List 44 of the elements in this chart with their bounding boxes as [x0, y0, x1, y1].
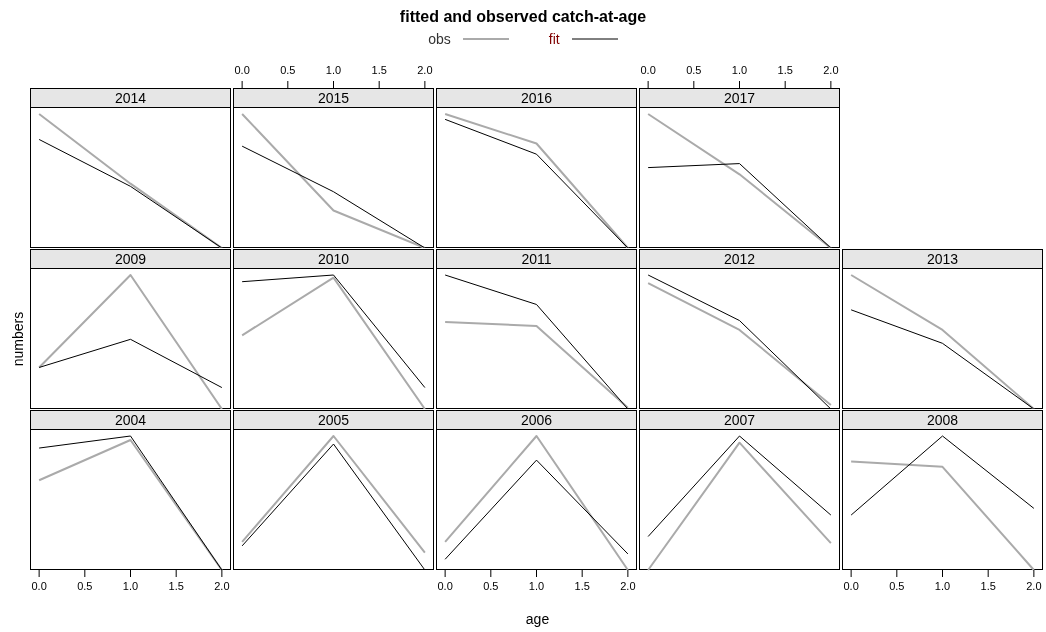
x-axis-title: age — [524, 611, 551, 627]
chart-title: 2016 — [436, 88, 637, 108]
x-tick-label: 1.0 — [934, 579, 951, 592]
x-tick-label: 1.5 — [980, 579, 996, 592]
chart-title: 2010 — [233, 249, 434, 269]
x-tick-label: 0.5 — [280, 63, 296, 76]
y-axis-title: numbers — [10, 311, 26, 367]
x-tick-label: 1.5 — [777, 63, 793, 76]
x-tick-label: 2.0 — [823, 63, 839, 76]
chart-title: 2007 — [639, 410, 840, 430]
text: fitted and observed catch-at-age — [398, 8, 648, 26]
chart-title: 2013 — [842, 249, 1043, 269]
x-tick-label: 1.0 — [325, 63, 342, 76]
chart-title: 2005 — [233, 410, 434, 430]
chart-title: 2017 — [639, 88, 840, 108]
x-tick-label: 0.0 — [234, 63, 250, 76]
x-tick-label: 1.0 — [122, 579, 139, 592]
legend-label: obs — [428, 31, 451, 47]
chart-title: 2004 — [30, 410, 231, 430]
x-tick-label: 1.5 — [371, 63, 387, 76]
x-tick-label: 0.0 — [31, 579, 47, 592]
legend-label: fit — [548, 31, 560, 47]
chart-title: 2008 — [842, 410, 1043, 430]
x-tick-label: 0.0 — [640, 63, 656, 76]
x-tick-label: 2.0 — [620, 579, 636, 592]
x-tick-label: 0.5 — [889, 579, 905, 592]
chart-title: 2006 — [436, 410, 637, 430]
x-tick-label: 0.0 — [437, 579, 453, 592]
x-tick-label: 1.5 — [574, 579, 590, 592]
x-tick-label: 0.5 — [483, 579, 499, 592]
x-tick-label: 2.0 — [1026, 579, 1042, 592]
chart-title: 2015 — [233, 88, 434, 108]
chart-title: 2011 — [436, 249, 637, 269]
x-tick-label: 2.0 — [214, 579, 230, 592]
chart-title: 2009 — [30, 249, 231, 269]
x-tick-label: 0.0 — [843, 579, 859, 592]
x-tick-label: 0.5 — [686, 63, 702, 76]
x-tick-label: 1.0 — [528, 579, 545, 592]
x-tick-label: 1.0 — [731, 63, 748, 76]
x-tick-label: 2.0 — [417, 63, 433, 76]
x-tick-label: 0.5 — [77, 579, 93, 592]
chart-title: 2014 — [30, 88, 231, 108]
x-tick-label: 1.5 — [168, 579, 184, 592]
chart-title: 2012 — [639, 249, 840, 269]
